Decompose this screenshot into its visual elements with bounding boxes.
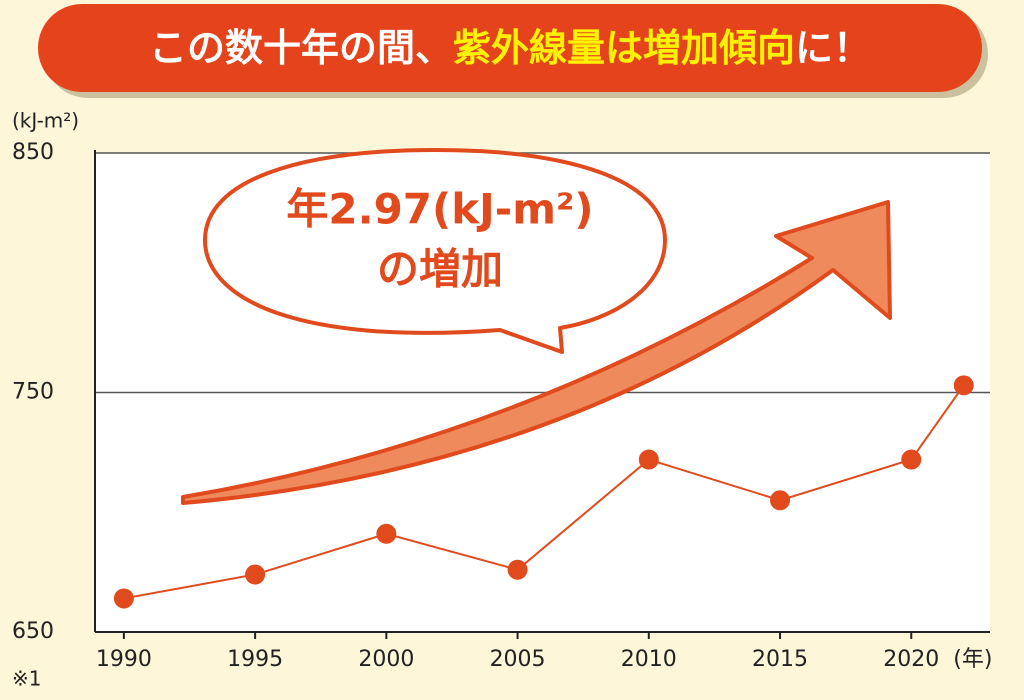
speech-bubble xyxy=(203,148,667,354)
title-part: この数十年の間、 xyxy=(149,26,453,70)
y-tick-label: 650 xyxy=(12,619,54,644)
annotation: の増加 xyxy=(377,245,503,294)
y-unit: (kJ-m²) xyxy=(12,109,79,133)
x-unit: (年) xyxy=(953,647,992,672)
title-part: に！ xyxy=(795,26,871,70)
x-tick-label: 1990 xyxy=(96,647,152,672)
x-tick-label: 1995 xyxy=(227,647,283,672)
marker xyxy=(770,490,791,511)
marker xyxy=(901,449,922,470)
series xyxy=(113,375,974,609)
marker xyxy=(953,375,974,396)
y-tick-label: 750 xyxy=(12,380,54,405)
x-tick-label: 2005 xyxy=(490,647,546,672)
marker xyxy=(245,564,266,585)
x-tick-label: 2010 xyxy=(621,647,677,672)
marker xyxy=(638,449,659,470)
note: ※1 xyxy=(12,667,41,691)
title-part: 紫外線量は増加傾向 xyxy=(453,26,795,70)
title-banner xyxy=(38,4,982,92)
marker xyxy=(507,559,528,580)
x-tick-label: 2015 xyxy=(752,647,808,672)
annotation: 年2.97(kJ-m²) xyxy=(286,185,593,234)
y-tick-label: 850 xyxy=(12,140,54,165)
trend-arrow xyxy=(181,200,892,505)
ticks: 650 750 850 1990 1995 2000 2005 2010 2015 2020 (年) xyxy=(12,140,992,672)
x-tick-label: 2020 xyxy=(883,647,939,672)
marker xyxy=(113,588,134,609)
line xyxy=(123,384,965,600)
x-tick-label: 2000 xyxy=(358,647,414,672)
marker xyxy=(376,523,397,544)
chart-title: この数十年の間、紫外線量は増加傾向に！ xyxy=(149,26,871,70)
